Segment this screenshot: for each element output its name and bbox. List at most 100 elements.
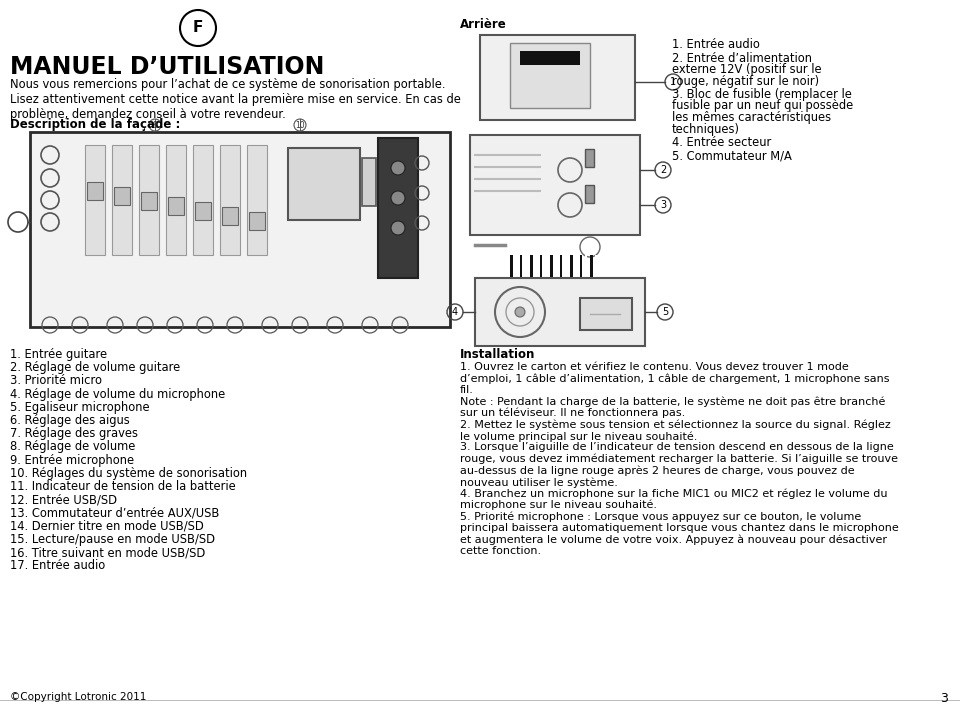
Circle shape xyxy=(515,307,525,317)
Text: 16. Titre suivant en mode USB/SD: 16. Titre suivant en mode USB/SD xyxy=(10,546,205,559)
Text: Arrière: Arrière xyxy=(460,18,507,31)
Text: 10. Réglages du système de sonorisation: 10. Réglages du système de sonorisation xyxy=(10,467,247,480)
Text: 5. Commutateur M/A: 5. Commutateur M/A xyxy=(672,149,792,163)
Bar xyxy=(575,255,577,277)
Text: les mêmes caractéristiques: les mêmes caractéristiques xyxy=(672,111,831,124)
Bar xyxy=(222,207,238,225)
Bar xyxy=(247,145,267,255)
Bar xyxy=(510,255,513,277)
Text: 3. Bloc de fusible (remplacer le: 3. Bloc de fusible (remplacer le xyxy=(672,88,852,101)
Bar xyxy=(560,255,562,277)
Text: MANUEL D’UTILISATION: MANUEL D’UTILISATION xyxy=(10,55,324,79)
Text: Description de la façade :: Description de la façade : xyxy=(10,118,180,131)
Text: 14. Dernier titre en mode USB/SD: 14. Dernier titre en mode USB/SD xyxy=(10,520,204,532)
Text: 2. Entrée d’alimentation: 2. Entrée d’alimentation xyxy=(672,52,812,64)
Bar xyxy=(550,255,553,277)
Text: 2: 2 xyxy=(660,165,666,175)
Bar xyxy=(580,255,582,277)
Bar xyxy=(540,255,541,277)
Bar xyxy=(85,145,105,255)
Bar xyxy=(580,298,632,330)
Text: Nous vous remercions pour l’achat de ce système de sonorisation portable.
Lisez : Nous vous remercions pour l’achat de ce … xyxy=(10,78,461,121)
Text: 1. Entrée guitare: 1. Entrée guitare xyxy=(10,348,108,361)
Text: 1. Ouvrez le carton et vérifiez le contenu. Vous devez trouver 1 mode: 1. Ouvrez le carton et vérifiez le conte… xyxy=(460,362,849,372)
Circle shape xyxy=(391,221,405,235)
Text: 5. Priorité microphone : Lorsque vous appuyez sur ce bouton, le volume: 5. Priorité microphone : Lorsque vous ap… xyxy=(460,511,861,522)
Bar xyxy=(30,132,450,327)
Text: 5. Egaliseur microphone: 5. Egaliseur microphone xyxy=(10,401,150,414)
Bar xyxy=(193,145,213,255)
Text: principal baissera automatiquement lorsque vous chantez dans le microphone: principal baissera automatiquement lorsq… xyxy=(460,523,899,533)
Bar xyxy=(139,145,159,255)
Bar xyxy=(520,51,580,65)
Text: 11. Indicateur de tension de la batterie: 11. Indicateur de tension de la batterie xyxy=(10,480,236,493)
Bar xyxy=(114,187,130,205)
Text: et augmentera le volume de votre voix. Appuyez à nouveau pour désactiver: et augmentera le volume de votre voix. A… xyxy=(460,534,887,545)
Bar xyxy=(585,149,594,167)
Text: 3: 3 xyxy=(940,692,948,705)
Text: fil.: fil. xyxy=(460,385,474,395)
Bar xyxy=(555,255,557,277)
Text: 1. Entrée audio: 1. Entrée audio xyxy=(672,38,760,51)
Text: au-dessus de la ligne rouge après 2 heures de charge, vous pouvez de: au-dessus de la ligne rouge après 2 heur… xyxy=(460,465,854,476)
Bar xyxy=(87,182,103,200)
Text: nouveau utiliser le système.: nouveau utiliser le système. xyxy=(460,477,618,488)
Text: rouge, vous devez immédiatement recharger la batterie. Si l’aiguille se trouve: rouge, vous devez immédiatement recharge… xyxy=(460,454,898,464)
Text: 6. Réglage des aigus: 6. Réglage des aigus xyxy=(10,414,130,427)
Text: 4. Branchez un microphone sur la fiche MIC1 ou MIC2 et réglez le volume du: 4. Branchez un microphone sur la fiche M… xyxy=(460,489,887,499)
Text: 12. Entrée USB/SD: 12. Entrée USB/SD xyxy=(10,493,117,506)
Text: 8. Réglage de volume: 8. Réglage de volume xyxy=(10,440,135,453)
Bar xyxy=(475,278,645,346)
Bar xyxy=(590,255,593,277)
Bar xyxy=(112,145,132,255)
Text: le volume principal sur le niveau souhaité.: le volume principal sur le niveau souhai… xyxy=(460,431,697,441)
Bar xyxy=(570,255,573,277)
Bar xyxy=(362,158,376,206)
Text: 3: 3 xyxy=(660,200,666,210)
Text: 4. Entrée secteur: 4. Entrée secteur xyxy=(672,136,771,149)
Bar xyxy=(470,135,640,235)
Bar xyxy=(515,255,516,277)
Bar xyxy=(535,255,537,277)
Text: 4. Réglage de volume du microphone: 4. Réglage de volume du microphone xyxy=(10,387,226,401)
Text: 9. Entrée microphone: 9. Entrée microphone xyxy=(10,454,134,467)
Text: 15. Lecture/pause en mode USB/SD: 15. Lecture/pause en mode USB/SD xyxy=(10,533,215,546)
Text: d’emploi, 1 câble d’alimentation, 1 câble de chargement, 1 microphone sans: d’emploi, 1 câble d’alimentation, 1 câbl… xyxy=(460,373,890,384)
Text: 3. Lorsque l’aiguille de l’indicateur de tension descend en dessous de la ligne: 3. Lorsque l’aiguille de l’indicateur de… xyxy=(460,443,894,452)
Bar xyxy=(585,255,587,277)
Bar xyxy=(525,255,526,277)
Bar xyxy=(480,35,635,120)
Bar xyxy=(530,255,533,277)
Text: externe 12V (positif sur le: externe 12V (positif sur le xyxy=(672,63,822,76)
Bar xyxy=(141,192,157,210)
Text: 10: 10 xyxy=(295,120,305,129)
Bar xyxy=(220,145,240,255)
Text: rouge, négatif sur le noir): rouge, négatif sur le noir) xyxy=(672,74,819,88)
Text: 3. Priorité micro: 3. Priorité micro xyxy=(10,375,102,387)
Bar xyxy=(595,255,596,277)
Text: 4: 4 xyxy=(452,307,458,317)
Text: 2. Réglage de volume guitare: 2. Réglage de volume guitare xyxy=(10,361,180,374)
Bar xyxy=(510,43,590,108)
Text: 5: 5 xyxy=(661,307,668,317)
Circle shape xyxy=(391,191,405,205)
Text: 1: 1 xyxy=(670,77,676,87)
Text: microphone sur le niveau souhaité.: microphone sur le niveau souhaité. xyxy=(460,500,657,510)
Text: fusible par un neuf qui possède: fusible par un neuf qui possède xyxy=(672,100,853,112)
Bar xyxy=(195,202,211,220)
Text: 13. Commutateur d’entrée AUX/USB: 13. Commutateur d’entrée AUX/USB xyxy=(10,506,220,520)
Circle shape xyxy=(391,161,405,175)
Bar xyxy=(378,138,418,278)
Text: 7. Réglage des graves: 7. Réglage des graves xyxy=(10,427,138,440)
Bar xyxy=(565,255,566,277)
Text: ©Copyright Lotronic 2011: ©Copyright Lotronic 2011 xyxy=(10,692,146,702)
Text: 8: 8 xyxy=(153,120,157,129)
Text: Note : Pendant la charge de la batterie, le système ne doit pas être branché: Note : Pendant la charge de la batterie,… xyxy=(460,397,885,407)
Bar xyxy=(545,255,546,277)
Text: 17. Entrée audio: 17. Entrée audio xyxy=(10,559,106,572)
Text: 2. Mettez le système sous tension et sélectionnez la source du signal. Réglez: 2. Mettez le système sous tension et sél… xyxy=(460,419,891,430)
Bar xyxy=(168,197,184,215)
Bar xyxy=(166,145,186,255)
Bar xyxy=(288,148,360,220)
Text: techniques): techniques) xyxy=(672,122,740,136)
